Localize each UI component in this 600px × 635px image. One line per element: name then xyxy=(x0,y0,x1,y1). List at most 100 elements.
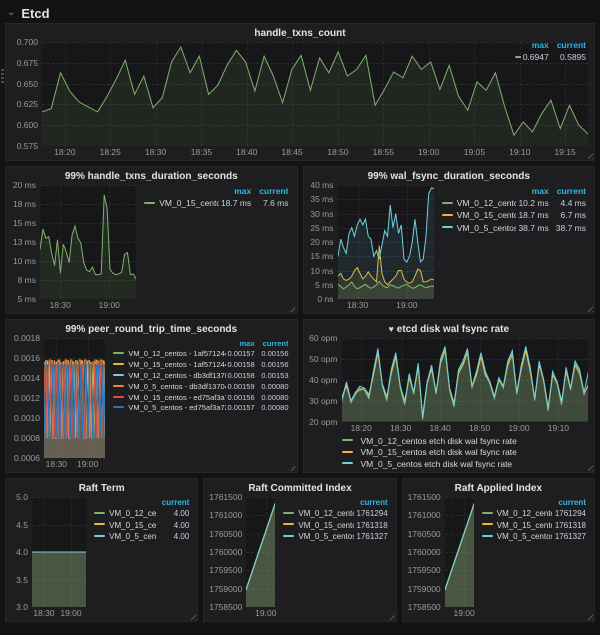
y-axis-label: 0.700 xyxy=(16,37,38,47)
legend-column-header[interactable]: current xyxy=(558,498,586,507)
y-axis-label: 1760500 xyxy=(407,528,441,539)
legend-column-header[interactable]: max xyxy=(531,186,549,196)
gridline xyxy=(42,125,588,127)
legend-column-header[interactable]: current xyxy=(259,186,289,196)
legend-label[interactable]: VM_0_15_centos : success xyxy=(513,51,521,63)
resize-handle[interactable] xyxy=(386,612,395,620)
resize-handle[interactable] xyxy=(287,463,296,471)
legend-column-header[interactable]: max xyxy=(531,40,549,50)
gridline xyxy=(558,338,560,422)
legend-item[interactable]: VM_0_5_centos etch disk wal fsync rate xyxy=(341,458,513,470)
plot-area[interactable] xyxy=(42,42,588,146)
gridline xyxy=(464,497,466,607)
legend-label[interactable]: VM_0_12_centos - pd3 xyxy=(281,508,354,520)
legend-column-header[interactable]: max xyxy=(234,186,252,196)
x-axis-label: 18:20 xyxy=(350,422,372,433)
chart-handle-txns-count: 0.700 0.675 0.650 0.625 0.600 0.575 18:20 18:25… xyxy=(10,37,588,158)
legend-label[interactable]: VM_0_12_centos etch disk wal fsync rate xyxy=(360,435,517,446)
resize-handle[interactable] xyxy=(585,463,593,471)
panel-title[interactable]: 99% handle_txns_duration_seconds xyxy=(64,171,238,182)
panel-title[interactable]: ♥ etcd disk wal fsync rate xyxy=(388,324,510,335)
x-axis-label: 18:55 xyxy=(372,147,394,157)
y-axis-label: 18 ms xyxy=(12,198,36,209)
x-axis-label: 19:00 xyxy=(255,608,277,618)
y-axis-label: 8 ms xyxy=(17,275,36,285)
plot-area[interactable] xyxy=(32,497,87,607)
plot-area[interactable] xyxy=(444,497,474,607)
y-axis-label: 1760000 xyxy=(407,547,441,557)
legend-column-header[interactable]: max xyxy=(239,339,255,348)
legend-label[interactable]: VM_0_12_centos - db3df13704fa9b8b xyxy=(111,371,226,382)
panel-title[interactable]: Raft Applied Index xyxy=(454,483,543,494)
row-drag-handle[interactable] xyxy=(1,69,4,85)
legend-row: VM_0_15_centos : success0.6947 0.5895 xyxy=(513,51,588,63)
y-axis-label: 0.0012 xyxy=(14,393,40,403)
legend-label[interactable]: VM_0_15_centos success xyxy=(142,197,219,209)
legend: VM_0_12_centos etch disk wal fsync rate V… xyxy=(308,434,589,470)
chart-etcd-disk-wal-fsync-rate: 60 opm 50 opm 40 opm 30 opm 20 opm 18:20 18:30… xyxy=(308,333,589,434)
legend-label[interactable]: VM_0_5_centos - ed75af3a7256f92a xyxy=(111,403,226,414)
legend-label[interactable]: VM_0_5_centos etch disk wal fsync rate xyxy=(360,458,513,469)
legend-label[interactable]: VM_0_5_centos - db3df13704fa9b8b xyxy=(111,382,226,393)
legend-column-header[interactable]: current xyxy=(556,40,586,50)
panel-title[interactable]: Raft Term xyxy=(78,483,125,494)
dashboard: ⌄ Etcd handle_txns_count 0.700 0.675 0.650… xyxy=(1,3,595,622)
x-axis-label: 19:15 xyxy=(554,147,576,157)
x-axis: 18:20 18:30 18:40 18:50 19:00 19:10 xyxy=(342,422,589,434)
y-axis-label: 25 ms xyxy=(310,222,334,233)
plot-area[interactable] xyxy=(341,338,588,422)
panel-title[interactable]: Raft Committed Index xyxy=(248,483,352,494)
legend-label[interactable]: VM_0_15_centos etch disk wal fsync rate xyxy=(360,447,517,458)
gridline xyxy=(110,42,112,146)
resize-handle[interactable] xyxy=(188,612,197,620)
legend-column-header[interactable]: current xyxy=(161,498,190,507)
legend-label[interactable]: VM_0_5_centos - pd2 xyxy=(92,531,156,543)
y-axis-label: 40 ms xyxy=(310,180,334,190)
plot-area[interactable] xyxy=(44,338,106,458)
panel-title[interactable]: 99% peer_round_trip_time_seconds xyxy=(65,324,238,335)
legend-item[interactable]: VM_0_12_centos etch disk wal fsync rate xyxy=(341,435,517,447)
plot-area[interactable] xyxy=(337,185,434,299)
plot-area[interactable] xyxy=(40,185,137,299)
series-swatch-icon xyxy=(341,450,353,453)
legend-label[interactable]: VM_0_12_centos - 1af57124460c9172 xyxy=(111,349,226,360)
legend-column-header[interactable]: current xyxy=(556,186,586,196)
gridline xyxy=(406,185,408,299)
panel-title[interactable]: handle_txns_count xyxy=(254,28,346,39)
resize-handle[interactable] xyxy=(585,151,593,159)
y-axis-label: 10 ms xyxy=(310,265,334,276)
legend-value: 4.00 xyxy=(173,509,190,518)
series-fill xyxy=(40,194,137,299)
legend-column-header[interactable]: current xyxy=(262,339,289,348)
legend-label[interactable]: VM_0_15_centos - ed75af3a7256f92a xyxy=(111,393,226,404)
legend-label[interactable]: VM_0_12_centos - pd3 xyxy=(92,508,156,520)
resize-handle[interactable] xyxy=(287,304,296,312)
legend-label[interactable]: VM_0_15_centos - 1af57124460c9172 xyxy=(111,360,226,371)
legend-label[interactable]: VM_0_5_centos - pd2 xyxy=(480,531,552,543)
row-header-etcd[interactable]: ⌄ Etcd xyxy=(5,3,595,23)
legend-label[interactable]: VM_0_15_centos - pd1 xyxy=(92,520,156,532)
y-axis: 40 ms 35 ms 30 ms 25 ms 20 ms 15 ms 10 ms 5 ms 0… xyxy=(308,180,338,304)
gridline xyxy=(479,338,481,422)
panel-title[interactable]: 99% wal_fsync_duration_seconds xyxy=(367,171,530,182)
x-axis-label: 19:00 xyxy=(453,608,475,618)
legend-label[interactable]: VM_0_15_centos - pd1 xyxy=(480,520,552,532)
legend-label[interactable]: VM_0_12_centos - pd3 xyxy=(480,508,552,520)
legend-label[interactable]: VM_0_5_centos xyxy=(440,222,516,234)
panel-raft-committed-index: Raft Committed Index 1761500 1761000 17605… xyxy=(203,478,397,622)
legend-item[interactable]: VM_0_15_centos etch disk wal fsync rate xyxy=(341,447,517,458)
gridline xyxy=(246,497,276,498)
legend-label[interactable]: VM_0_5_centos - pd2 xyxy=(281,531,354,543)
resize-handle[interactable] xyxy=(585,304,593,312)
plot-area[interactable] xyxy=(246,497,276,607)
legend-label[interactable]: VM_0_15_centos xyxy=(440,209,516,221)
resize-handle[interactable] xyxy=(584,612,593,620)
x-axis-label: 19:10 xyxy=(509,147,531,157)
legend-column-header[interactable]: current xyxy=(360,498,388,507)
y-axis-label: 0.650 xyxy=(16,78,38,89)
legend-label[interactable]: VM_0_15_centos - pd1 xyxy=(281,520,354,532)
x-axis: 18:20 18:25 18:30 18:35 18:40 18:45 18:50 18:55… xyxy=(42,146,588,158)
x-axis-label: 18:40 xyxy=(429,422,451,433)
y-axis: 0.700 0.675 0.650 0.625 0.600 0.575 xyxy=(10,37,42,151)
legend-label[interactable]: VM_0_12_centos xyxy=(440,197,516,209)
